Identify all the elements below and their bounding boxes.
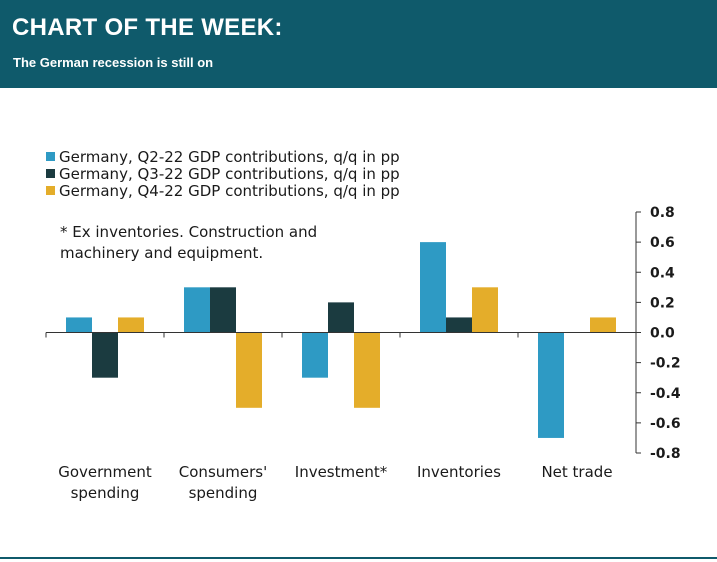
y-tick-label-0: 0.8 bbox=[650, 205, 675, 221]
category-label-4-0: Net trade bbox=[541, 463, 612, 481]
legend-label-q3: Germany, Q3-22 GDP contributions, q/q in… bbox=[59, 164, 400, 183]
bar-s0-c1 bbox=[184, 287, 210, 333]
chart-footnote: * Ex inventories. Construction and machi… bbox=[60, 223, 318, 262]
y-tick-label-2: 0.4 bbox=[650, 265, 675, 281]
bottom-rule bbox=[0, 557, 717, 559]
category-label-3-0: Inventories bbox=[417, 463, 501, 481]
y-tick-label-4: 0.0 bbox=[650, 326, 675, 342]
y-tick-label-1: 0.6 bbox=[650, 235, 675, 251]
legend-item-q4: Germany, Q4-22 GDP contributions, q/q in… bbox=[46, 181, 400, 200]
category-label-1-1: spending bbox=[189, 484, 258, 502]
chart-legend: Germany, Q2-22 GDP contributions, q/q in… bbox=[46, 147, 400, 200]
legend-swatch-q3 bbox=[46, 169, 55, 178]
bar-s2-c2 bbox=[354, 332, 380, 408]
category-label-0-0: Government bbox=[58, 463, 152, 481]
legend-swatch-q4 bbox=[46, 186, 55, 195]
y-tick-label-6: -0.4 bbox=[650, 386, 681, 402]
bar-s2-c4 bbox=[590, 317, 616, 333]
y-tick-label-8: -0.8 bbox=[650, 446, 681, 462]
bar-s1-c0 bbox=[92, 332, 118, 378]
y-tick-label-7: -0.6 bbox=[650, 416, 681, 432]
category-label-2-0: Investment* bbox=[295, 463, 388, 481]
category-label-0-1: spending bbox=[71, 484, 140, 502]
legend-swatch-q2 bbox=[46, 152, 55, 161]
y-tick-label-3: 0.2 bbox=[650, 295, 675, 311]
bar-s0-c3 bbox=[420, 242, 446, 333]
category-label-1-0: Consumers' bbox=[179, 463, 267, 481]
bar-s0-c0 bbox=[66, 317, 92, 333]
bar-s2-c3 bbox=[472, 287, 498, 333]
bar-s0-c4 bbox=[538, 332, 564, 438]
bar-s1-c2 bbox=[328, 302, 354, 333]
legend-item-q3: Germany, Q3-22 GDP contributions, q/q in… bbox=[46, 164, 400, 183]
bar-s1-c3 bbox=[446, 317, 472, 333]
page-title: CHART OF THE WEEK: bbox=[12, 14, 283, 41]
bar-s0-c2 bbox=[302, 332, 328, 378]
y-tick-label-5: -0.2 bbox=[650, 356, 681, 372]
legend-label-q4: Germany, Q4-22 GDP contributions, q/q in… bbox=[59, 181, 400, 200]
bar-s1-c1 bbox=[210, 287, 236, 333]
bar-s2-c0 bbox=[118, 317, 144, 333]
bar-s2-c1 bbox=[236, 332, 262, 408]
legend-item-q2: Germany, Q2-22 GDP contributions, q/q in… bbox=[46, 147, 400, 166]
header-banner: CHART OF THE WEEK: The German recession … bbox=[0, 0, 717, 88]
page-subtitle: The German recession is still on bbox=[13, 55, 214, 70]
legend-label-q2: Germany, Q2-22 GDP contributions, q/q in… bbox=[59, 147, 400, 166]
